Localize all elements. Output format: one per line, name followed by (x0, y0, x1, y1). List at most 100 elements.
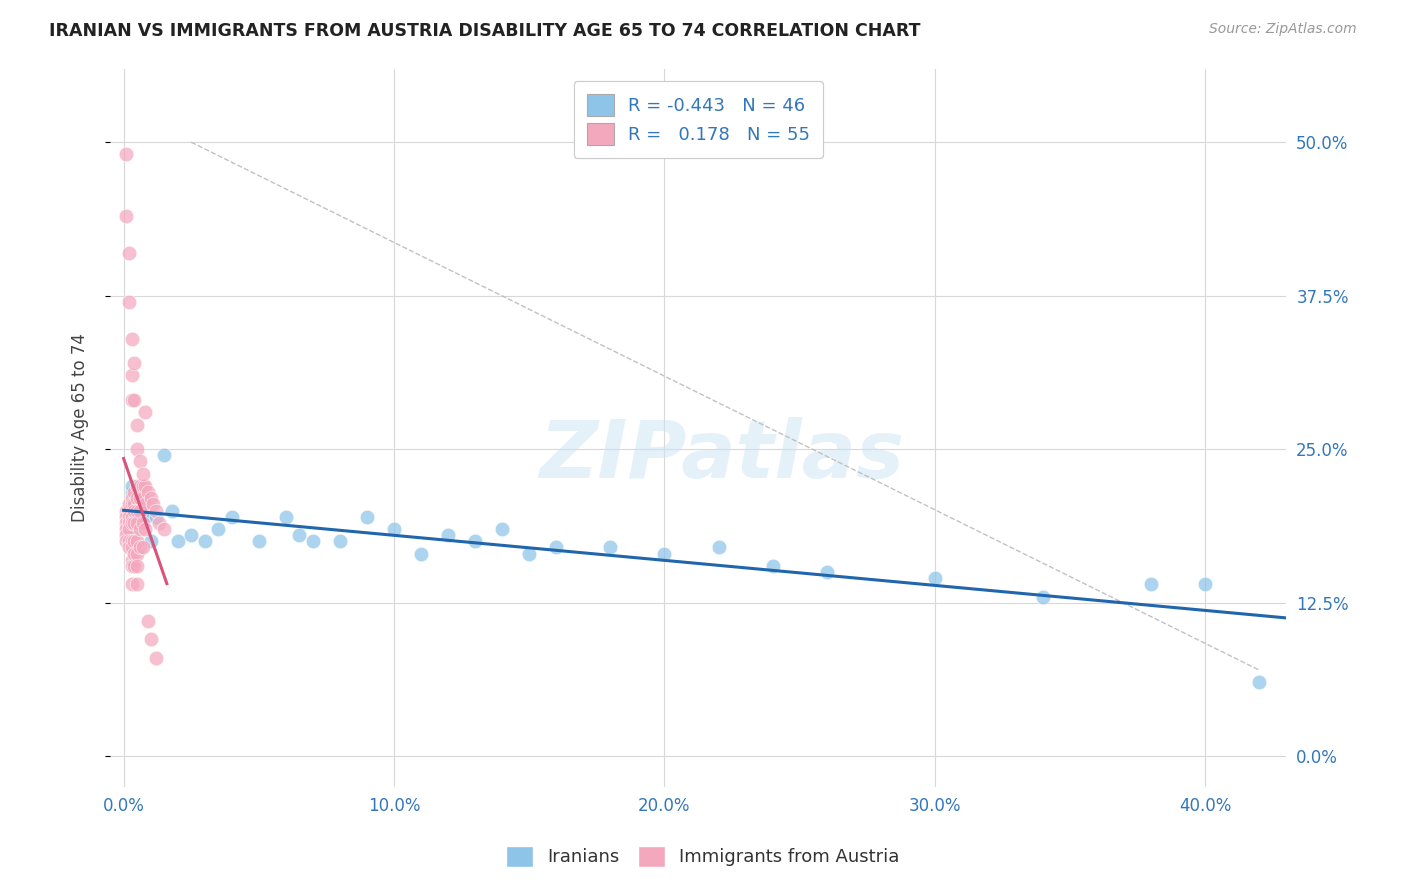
Point (131, 503, 153, 517)
Point (121, 509, 143, 524)
Point (128, 509, 150, 524)
Point (127, 491, 149, 506)
Point (1194, 577, 1216, 591)
Point (115, 503, 138, 517)
Point (121, 392, 143, 407)
Point (247, 534, 270, 549)
Point (124, 522, 146, 536)
Point (356, 509, 378, 524)
Point (127, 442, 149, 457)
Point (131, 479, 153, 493)
Point (128, 522, 150, 536)
Point (815, 565, 838, 579)
Point (128, 503, 150, 517)
Point (121, 534, 143, 549)
Point (115, 509, 138, 524)
Point (127, 516, 149, 530)
Point (121, 479, 143, 493)
Point (118, 516, 141, 530)
Text: IRANIAN VS IMMIGRANTS FROM AUSTRIA DISABILITY AGE 65 TO 74 CORRELATION CHART: IRANIAN VS IMMIGRANTS FROM AUSTRIA DISAB… (49, 22, 921, 40)
Point (145, 651, 167, 665)
Point (180, 528, 202, 542)
Point (134, 522, 156, 536)
Point (121, 485, 143, 500)
Point (221, 509, 243, 524)
Point (115, 534, 138, 549)
Point (121, 332, 143, 346)
Point (437, 528, 460, 542)
Point (134, 479, 156, 493)
Point (124, 356, 146, 370)
Point (128, 479, 150, 493)
Point (128, 454, 150, 468)
Point (121, 491, 143, 506)
Point (121, 541, 143, 555)
Point (124, 392, 146, 407)
Point (162, 503, 184, 517)
Point (1032, 590, 1054, 604)
Point (136, 614, 159, 628)
Point (124, 534, 146, 549)
Point (121, 368, 143, 383)
Point (1249, 675, 1271, 690)
Point (329, 534, 352, 549)
Point (124, 547, 146, 561)
Point (127, 497, 149, 511)
Point (118, 497, 141, 511)
Point (139, 491, 162, 506)
Point (128, 503, 150, 517)
Point (131, 467, 153, 481)
Point (139, 534, 162, 549)
Point (139, 632, 162, 647)
Point (302, 534, 325, 549)
Point (127, 547, 149, 561)
Point (654, 547, 676, 561)
Point (118, 534, 141, 549)
Point (131, 516, 153, 530)
Point (145, 509, 167, 524)
Point (118, 509, 141, 524)
Point (131, 491, 153, 506)
Point (127, 503, 149, 517)
Point (127, 516, 149, 530)
Point (153, 522, 176, 536)
Point (134, 405, 156, 419)
Text: ZIPatlas: ZIPatlas (540, 417, 904, 495)
Point (128, 491, 150, 506)
Point (599, 541, 621, 555)
Point (464, 534, 486, 549)
Point (118, 294, 141, 309)
Point (274, 509, 297, 524)
Point (134, 509, 156, 524)
Point (124, 497, 146, 511)
Point (134, 497, 156, 511)
Point (127, 485, 149, 500)
Point (131, 541, 153, 555)
Point (121, 577, 143, 591)
Point (131, 516, 153, 530)
Point (145, 503, 167, 517)
Point (124, 503, 146, 517)
Point (118, 541, 141, 555)
Point (121, 558, 143, 573)
Point (115, 528, 138, 542)
Point (136, 485, 159, 500)
Point (1140, 577, 1163, 591)
Point (382, 522, 405, 536)
Point (127, 577, 149, 591)
Point (142, 497, 165, 511)
Legend: R = -0.443   N = 46, R =   0.178   N = 55: R = -0.443 N = 46, R = 0.178 N = 55 (574, 81, 823, 158)
Point (121, 497, 143, 511)
Y-axis label: Disability Age 65 to 74: Disability Age 65 to 74 (72, 334, 89, 522)
Point (288, 528, 311, 542)
Point (121, 509, 143, 524)
Point (128, 541, 150, 555)
Point (124, 485, 146, 500)
Point (115, 209, 138, 223)
Point (121, 516, 143, 530)
Point (546, 541, 568, 555)
Point (127, 534, 149, 549)
Point (924, 571, 946, 585)
Point (127, 479, 149, 493)
Point (762, 558, 785, 573)
